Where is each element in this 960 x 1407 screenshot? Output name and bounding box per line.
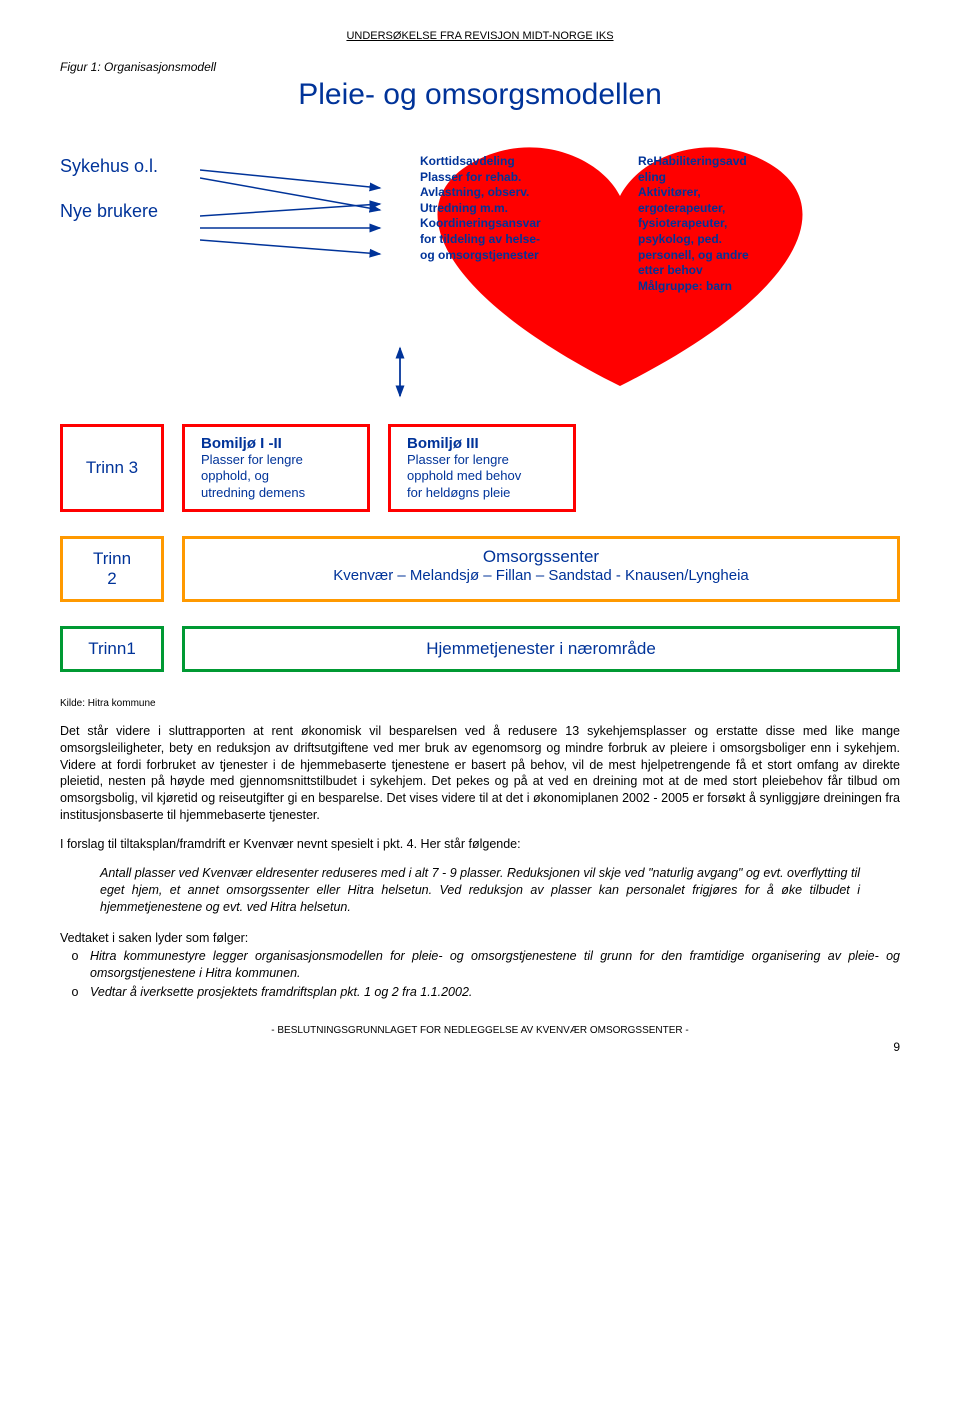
kilde-line: Kilde: Hitra kommune — [60, 698, 900, 709]
trinn3-label: Trinn 3 — [60, 424, 164, 512]
trinn2-label: Trinn2 — [60, 536, 164, 602]
quote-block: Antall plasser ved Kvenvær eldresenter r… — [100, 865, 860, 916]
label-sykehus: Sykehus o.l. — [60, 156, 158, 177]
heart-right-text: ReHabiliteringsavdelingAktivitører,ergot… — [638, 154, 828, 294]
page-number: 9 — [60, 1040, 900, 1054]
quote-underline: evt. — [763, 866, 783, 880]
paragraph-1: Det står videre i sluttrapporten at rent… — [60, 723, 900, 824]
bomiljo-1-2-title: Bomiljø I -II — [201, 435, 351, 452]
omsorgssenter-title: Omsorgssenter — [203, 547, 879, 567]
omsorgssenter-box: Omsorgssenter Kvenvær – Melandsjø – Fill… — [182, 536, 900, 602]
trinn3-row: Trinn 3 Bomiljø I -II Plasser for lengre… — [60, 424, 900, 512]
label-nye-brukere: Nye brukere — [60, 201, 158, 222]
header-line: UNDERSØKELSE FRA REVISJON MIDT-NORGE IKS — [60, 30, 900, 42]
trinn1-row: Trinn1 Hjemmetjenester i nærområde — [60, 626, 900, 672]
bomiljo-1-2-box: Bomiljø I -II Plasser for lengreopphold,… — [182, 424, 370, 512]
diagram-area: Sykehus o.l. Nye brukere Korttidsavdelin… — [60, 136, 900, 406]
bomiljo-1-2-sub: Plasser for lengreopphold, ogutredning d… — [201, 452, 351, 501]
bomiljo-3-title: Bomiljø III — [407, 435, 557, 452]
footer-line: - BESLUTNINGSGRUNNLAGET FOR NEDLEGGELSE … — [60, 1025, 900, 1036]
paragraph-2: I forslag til tiltaksplan/framdrift er K… — [60, 836, 900, 853]
vedtak-list: oHitra kommunestyre legger organisasjons… — [60, 948, 900, 1001]
quote-part-a: Antall plasser ved Kvenvær eldresenter r… — [100, 866, 763, 880]
vedtak-intro: Vedtaket i saken lyder som følger: — [60, 930, 900, 947]
bomiljo-3-sub: Plasser for lengreopphold med behovfor h… — [407, 452, 557, 501]
main-title: Pleie- og omsorgsmodellen — [60, 78, 900, 112]
list-item: oHitra kommunestyre legger organisasjons… — [60, 948, 900, 982]
bomiljo-3-box: Bomiljø III Plasser for lengreopphold me… — [388, 424, 576, 512]
hjemmetjenester-box: Hjemmetjenester i nærområde — [182, 626, 900, 672]
figure-caption: Figur 1: Organisasjonsmodell — [60, 60, 900, 74]
omsorgssenter-sub: Kvenvær – Melandsjø – Fillan – Sandstad … — [203, 567, 879, 584]
trinn2-row: Trinn2 Omsorgssenter Kvenvær – Melandsjø… — [60, 536, 900, 602]
list-item: oVedtar å iverksette prosjektets framdri… — [60, 984, 900, 1001]
heart-shape: KorttidsavdelingPlasser for rehab.Avlast… — [380, 136, 860, 396]
heart-left-text: KorttidsavdelingPlasser for rehab.Avlast… — [420, 154, 610, 294]
trinn1-label: Trinn1 — [60, 626, 164, 672]
